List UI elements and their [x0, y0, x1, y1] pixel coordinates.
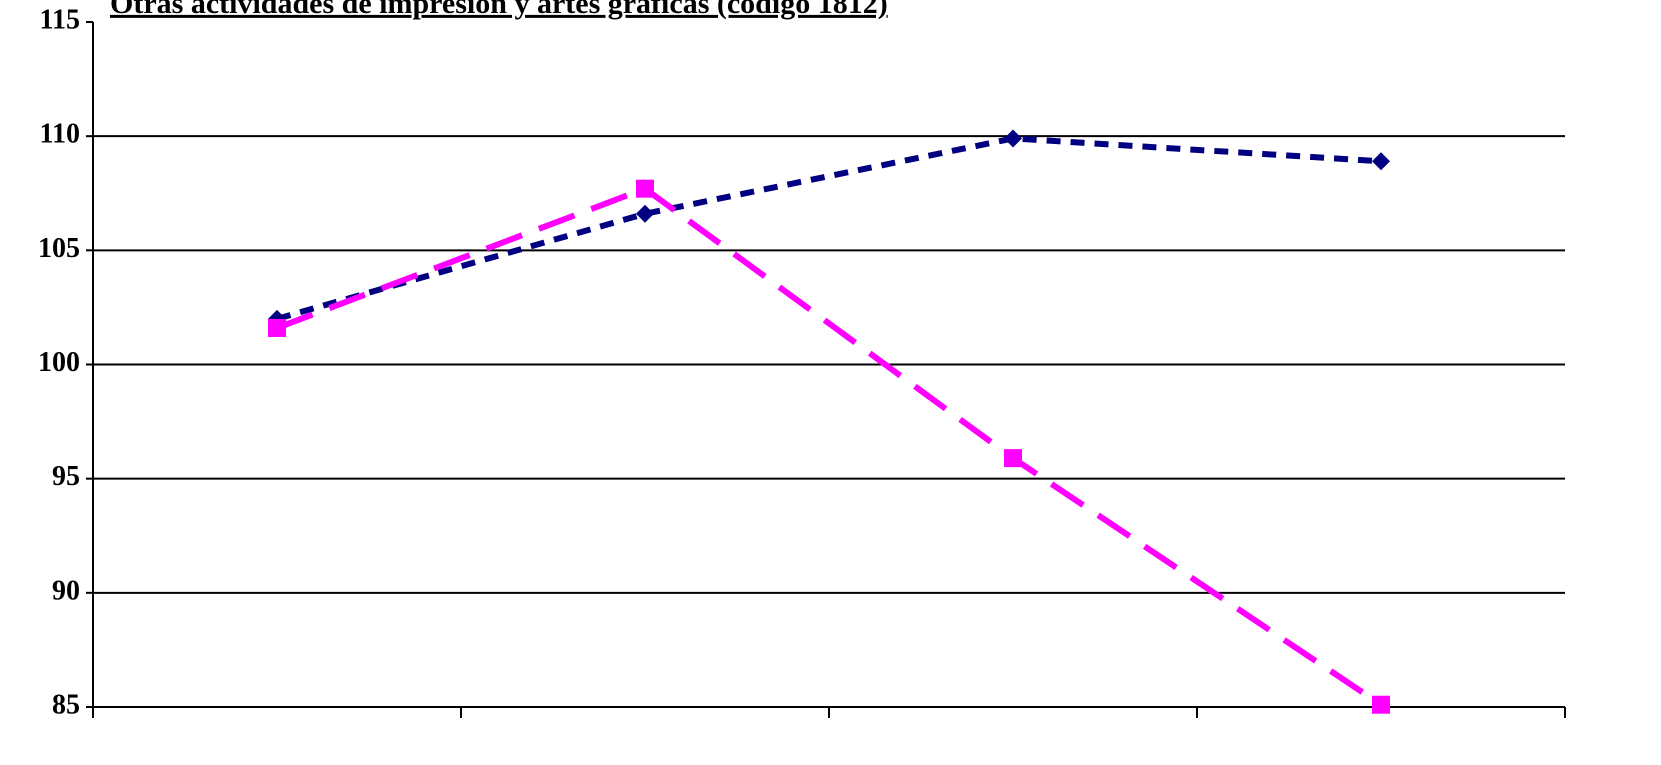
- y-tick-label: 105: [38, 233, 80, 264]
- y-tick-label: 115: [40, 4, 80, 35]
- marker: [268, 318, 286, 337]
- marker: [1372, 695, 1390, 714]
- y-tick-label: 100: [38, 347, 80, 378]
- marker: [636, 179, 654, 198]
- marker: [1372, 152, 1390, 171]
- marker: [636, 204, 654, 223]
- chart-title: Otras actividades de impresión y artes g…: [110, 0, 888, 20]
- series-line: [276, 135, 1382, 322]
- y-tick-label: 110: [40, 119, 80, 150]
- y-tick-label: 90: [52, 575, 80, 606]
- marker: [1004, 129, 1022, 148]
- y-tick-label: 95: [52, 461, 80, 492]
- marker: [1004, 449, 1022, 468]
- series-line: [275, 185, 1383, 708]
- y-tick-label: 85: [52, 689, 80, 720]
